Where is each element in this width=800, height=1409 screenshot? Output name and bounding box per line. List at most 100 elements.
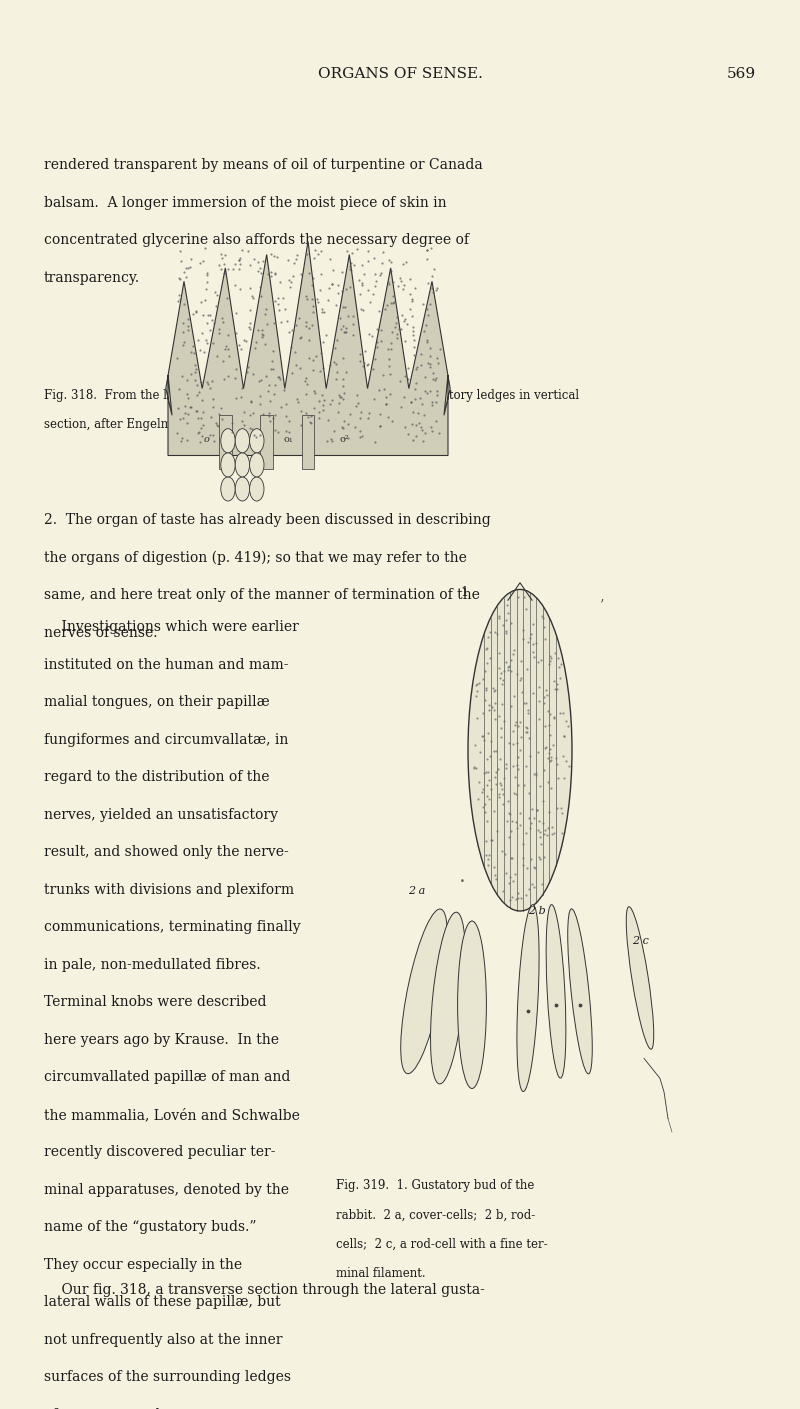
Point: [522, 878, 535, 900]
Point: [490, 820, 503, 843]
Point: [244, 299, 257, 321]
Point: [294, 325, 307, 348]
Point: [516, 847, 529, 869]
Point: [252, 251, 265, 273]
Point: [526, 797, 538, 820]
Point: [358, 262, 370, 285]
Circle shape: [235, 452, 250, 476]
Point: [214, 396, 227, 418]
Point: [317, 331, 330, 354]
Point: [243, 276, 256, 299]
Point: [374, 263, 386, 286]
Point: [249, 337, 262, 359]
Point: [265, 358, 278, 380]
Point: [320, 324, 333, 347]
Point: [365, 325, 378, 348]
Point: [207, 387, 220, 410]
Point: [290, 389, 303, 411]
Point: [538, 845, 550, 868]
Point: [510, 754, 523, 776]
Point: [354, 297, 367, 320]
Point: [355, 273, 368, 296]
Point: [430, 368, 442, 390]
Point: [300, 373, 313, 396]
Point: [384, 292, 397, 314]
Point: [415, 418, 428, 441]
Point: [523, 744, 536, 766]
Point: [318, 389, 330, 411]
Point: [374, 403, 386, 426]
Point: [300, 242, 313, 265]
Point: [519, 754, 532, 776]
Point: [272, 421, 285, 444]
Point: [512, 774, 525, 796]
Point: [343, 276, 356, 299]
Point: [374, 330, 387, 352]
Point: [536, 872, 549, 895]
Point: [236, 410, 249, 433]
Point: [321, 430, 334, 452]
Point: [212, 414, 225, 437]
Point: [271, 287, 284, 310]
Point: [494, 716, 507, 738]
Point: [185, 341, 198, 364]
Point: [476, 702, 489, 724]
Point: [523, 807, 536, 830]
Point: [269, 418, 282, 441]
Point: [545, 647, 558, 669]
Point: [173, 266, 186, 289]
Point: [545, 823, 558, 845]
Point: [470, 706, 483, 728]
Point: [379, 392, 392, 414]
Point: [302, 406, 315, 428]
Point: [422, 304, 434, 327]
Text: not unfrequently also at the inner: not unfrequently also at the inner: [44, 1333, 282, 1347]
Point: [398, 273, 410, 296]
Point: [405, 289, 418, 311]
Circle shape: [221, 428, 235, 452]
Point: [424, 380, 437, 403]
Point: [338, 382, 350, 404]
Point: [312, 290, 325, 313]
Point: [233, 248, 246, 271]
Point: [189, 358, 202, 380]
Point: [496, 879, 509, 902]
Point: [527, 645, 540, 668]
Point: [542, 816, 555, 838]
Point: [258, 333, 271, 355]
Point: [171, 397, 184, 420]
Point: [194, 417, 207, 440]
Point: [322, 289, 334, 311]
Point: [181, 430, 194, 452]
Point: [500, 651, 513, 674]
Point: [473, 771, 486, 793]
Point: [520, 597, 533, 620]
Point: [192, 420, 205, 442]
Point: [373, 379, 386, 402]
Point: [552, 766, 565, 789]
Text: 2.  The organ of taste has already been discussed in describing: 2. The organ of taste has already been d…: [44, 513, 490, 527]
Point: [286, 265, 299, 287]
Point: [336, 347, 349, 369]
Text: ORGANS OF SENSE.: ORGANS OF SENSE.: [318, 66, 482, 80]
Point: [273, 271, 286, 293]
Point: [331, 400, 344, 423]
Point: [533, 676, 546, 699]
Point: [420, 297, 433, 320]
Point: [551, 647, 564, 669]
Point: [538, 714, 551, 737]
Point: [199, 278, 212, 300]
Point: [234, 278, 246, 300]
Point: [398, 309, 411, 331]
Point: [235, 338, 248, 361]
Point: [314, 359, 326, 382]
Point: [338, 320, 350, 342]
Point: [190, 300, 202, 323]
Point: [487, 740, 500, 762]
Point: [500, 757, 513, 779]
Point: [331, 328, 344, 351]
Point: [272, 299, 285, 321]
Point: [427, 258, 440, 280]
Point: [507, 638, 520, 661]
Point: [514, 814, 526, 837]
